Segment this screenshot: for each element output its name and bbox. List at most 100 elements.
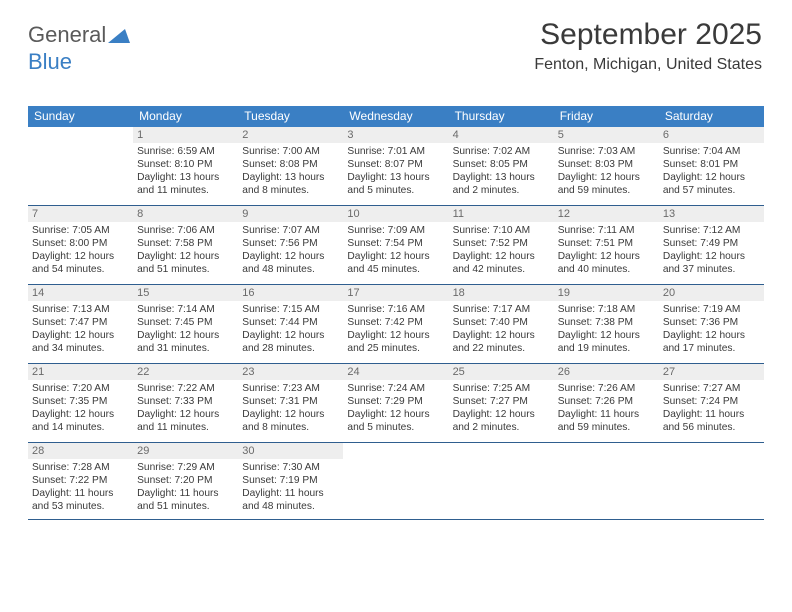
day-number: 1: [133, 127, 238, 143]
sunrise-text: Sunrise: 7:26 AM: [558, 382, 655, 395]
daylight-text: and 2 minutes.: [453, 421, 550, 434]
daylight-text: and 40 minutes.: [558, 263, 655, 276]
daylight-text: Daylight: 12 hours: [453, 408, 550, 421]
daylight-text: Daylight: 12 hours: [32, 408, 129, 421]
daylight-text: Daylight: 12 hours: [242, 250, 339, 263]
sunset-text: Sunset: 7:42 PM: [347, 316, 444, 329]
day-number: 21: [28, 364, 133, 380]
dow-tuesday: Tuesday: [238, 106, 343, 127]
sunrise-text: Sunrise: 7:19 AM: [663, 303, 760, 316]
daylight-text: Daylight: 12 hours: [242, 408, 339, 421]
day-number: 6: [659, 127, 764, 143]
sunset-text: Sunset: 7:35 PM: [32, 395, 129, 408]
day-number: 5: [554, 127, 659, 143]
day-number: 9: [238, 206, 343, 222]
week-row: 28 Sunrise: 7:28 AM Sunset: 7:22 PM Dayl…: [28, 443, 764, 520]
daylight-text: and 5 minutes.: [347, 184, 444, 197]
daylight-text: and 48 minutes.: [242, 263, 339, 276]
sunset-text: Sunset: 7:22 PM: [32, 474, 129, 487]
day-cell: 9 Sunrise: 7:07 AM Sunset: 7:56 PM Dayli…: [238, 206, 343, 284]
sunrise-text: Sunrise: 7:02 AM: [453, 145, 550, 158]
daylight-text: and 59 minutes.: [558, 421, 655, 434]
daylight-text: Daylight: 12 hours: [347, 329, 444, 342]
day-cell: 1 Sunrise: 6:59 AM Sunset: 8:10 PM Dayli…: [133, 127, 238, 205]
daylight-text: Daylight: 12 hours: [663, 171, 760, 184]
sunset-text: Sunset: 7:56 PM: [242, 237, 339, 250]
sunset-text: Sunset: 7:26 PM: [558, 395, 655, 408]
sunset-text: Sunset: 7:33 PM: [137, 395, 234, 408]
daylight-text: and 11 minutes.: [137, 184, 234, 197]
day-number: 7: [28, 206, 133, 222]
daylight-text: and 2 minutes.: [453, 184, 550, 197]
daylight-text: and 17 minutes.: [663, 342, 760, 355]
day-number: 16: [238, 285, 343, 301]
daylight-text: Daylight: 12 hours: [347, 408, 444, 421]
day-number: 25: [449, 364, 554, 380]
sunrise-text: Sunrise: 7:07 AM: [242, 224, 339, 237]
day-cell: 3 Sunrise: 7:01 AM Sunset: 8:07 PM Dayli…: [343, 127, 448, 205]
sunset-text: Sunset: 7:36 PM: [663, 316, 760, 329]
sunrise-text: Sunrise: 7:30 AM: [242, 461, 339, 474]
sunrise-text: Sunrise: 7:04 AM: [663, 145, 760, 158]
sunset-text: Sunset: 8:08 PM: [242, 158, 339, 171]
day-cell: 25 Sunrise: 7:25 AM Sunset: 7:27 PM Dayl…: [449, 364, 554, 442]
day-cell: 12 Sunrise: 7:11 AM Sunset: 7:51 PM Dayl…: [554, 206, 659, 284]
empty-cell: [449, 443, 554, 519]
dow-sunday: Sunday: [28, 106, 133, 127]
title-block: September 2025 Fenton, Michigan, United …: [534, 18, 762, 74]
daylight-text: and 25 minutes.: [347, 342, 444, 355]
day-cell: 15 Sunrise: 7:14 AM Sunset: 7:45 PM Dayl…: [133, 285, 238, 363]
empty-cell: [28, 127, 133, 205]
empty-cell: [659, 443, 764, 519]
dow-friday: Friday: [554, 106, 659, 127]
sunrise-text: Sunrise: 7:22 AM: [137, 382, 234, 395]
daylight-text: Daylight: 12 hours: [137, 329, 234, 342]
day-cell: 7 Sunrise: 7:05 AM Sunset: 8:00 PM Dayli…: [28, 206, 133, 284]
daylight-text: Daylight: 11 hours: [242, 487, 339, 500]
day-cell: 4 Sunrise: 7:02 AM Sunset: 8:05 PM Dayli…: [449, 127, 554, 205]
day-cell: 8 Sunrise: 7:06 AM Sunset: 7:58 PM Dayli…: [133, 206, 238, 284]
sunrise-text: Sunrise: 7:10 AM: [453, 224, 550, 237]
day-number: 18: [449, 285, 554, 301]
daylight-text: and 11 minutes.: [137, 421, 234, 434]
dow-thursday: Thursday: [449, 106, 554, 127]
daylight-text: and 42 minutes.: [453, 263, 550, 276]
daylight-text: Daylight: 12 hours: [453, 250, 550, 263]
sunset-text: Sunset: 7:40 PM: [453, 316, 550, 329]
daylight-text: and 59 minutes.: [558, 184, 655, 197]
sunset-text: Sunset: 8:05 PM: [453, 158, 550, 171]
sunrise-text: Sunrise: 7:01 AM: [347, 145, 444, 158]
sunrise-text: Sunrise: 7:25 AM: [453, 382, 550, 395]
day-cell: 23 Sunrise: 7:23 AM Sunset: 7:31 PM Dayl…: [238, 364, 343, 442]
sunrise-text: Sunrise: 7:27 AM: [663, 382, 760, 395]
sunset-text: Sunset: 7:47 PM: [32, 316, 129, 329]
brand-part2: Blue: [28, 49, 72, 74]
day-cell: 5 Sunrise: 7:03 AM Sunset: 8:03 PM Dayli…: [554, 127, 659, 205]
daylight-text: and 8 minutes.: [242, 421, 339, 434]
daylight-text: and 48 minutes.: [242, 500, 339, 513]
day-number: 4: [449, 127, 554, 143]
sunrise-text: Sunrise: 7:12 AM: [663, 224, 760, 237]
sunrise-text: Sunrise: 7:28 AM: [32, 461, 129, 474]
sunset-text: Sunset: 8:00 PM: [32, 237, 129, 250]
day-of-week-header: Sunday Monday Tuesday Wednesday Thursday…: [28, 106, 764, 127]
day-cell: 30 Sunrise: 7:30 AM Sunset: 7:19 PM Dayl…: [238, 443, 343, 519]
day-number: 23: [238, 364, 343, 380]
sunrise-text: Sunrise: 7:24 AM: [347, 382, 444, 395]
day-cell: 27 Sunrise: 7:27 AM Sunset: 7:24 PM Dayl…: [659, 364, 764, 442]
sunrise-text: Sunrise: 7:09 AM: [347, 224, 444, 237]
sunset-text: Sunset: 8:07 PM: [347, 158, 444, 171]
sunset-text: Sunset: 8:01 PM: [663, 158, 760, 171]
day-cell: 22 Sunrise: 7:22 AM Sunset: 7:33 PM Dayl…: [133, 364, 238, 442]
daylight-text: and 19 minutes.: [558, 342, 655, 355]
sunrise-text: Sunrise: 7:11 AM: [558, 224, 655, 237]
day-cell: 29 Sunrise: 7:29 AM Sunset: 7:20 PM Dayl…: [133, 443, 238, 519]
month-title: September 2025: [534, 18, 762, 52]
day-cell: 17 Sunrise: 7:16 AM Sunset: 7:42 PM Dayl…: [343, 285, 448, 363]
daylight-text: and 56 minutes.: [663, 421, 760, 434]
day-number: 19: [554, 285, 659, 301]
logo-triangle-icon: [108, 23, 130, 49]
location-label: Fenton, Michigan, United States: [534, 56, 762, 74]
day-cell: 14 Sunrise: 7:13 AM Sunset: 7:47 PM Dayl…: [28, 285, 133, 363]
dow-monday: Monday: [133, 106, 238, 127]
